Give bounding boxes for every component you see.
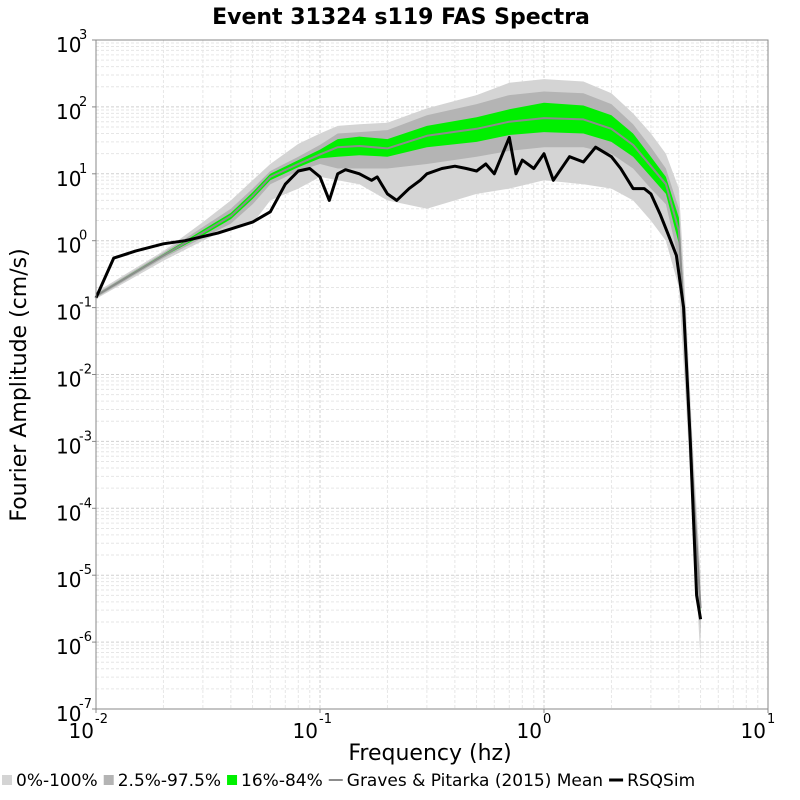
legend-label-16-84-: 16%-84% — [241, 771, 323, 791]
y-tick-label-exponent: -4 — [79, 496, 92, 511]
y-tick-label-base: 10 — [56, 167, 81, 191]
legend-swatch-16-84- — [227, 775, 238, 785]
y-tick-label-base: 10 — [56, 33, 81, 57]
x-tick-label-exponent: -2 — [95, 712, 108, 727]
legend-label-0-100-: 0%-100% — [16, 771, 98, 791]
grid — [96, 40, 768, 709]
y-tick-label-exponent: 1 — [79, 162, 87, 177]
x-tick-label-exponent: -1 — [319, 712, 332, 727]
series-lines — [94, 117, 703, 620]
chart-title: Event 31324 s119 FAS Spectra — [212, 5, 590, 30]
legend-label-graves-pitarka-2015-mean: Graves & Pitarka (2015) Mean — [347, 771, 603, 791]
x-tick-label-base: 10 — [69, 719, 94, 743]
y-tick-label-exponent: 3 — [79, 28, 87, 43]
y-tick-label-base: 10 — [56, 434, 81, 458]
y-tick-label-base: 10 — [56, 568, 81, 592]
y-tick-label-exponent: -6 — [79, 630, 92, 645]
legend: 0%-100% 2.5%-97.5% 16%-84% Graves & Pitarka… — [2, 771, 695, 791]
y-tick-label-exponent: -7 — [79, 697, 92, 712]
y-tick-label-base: 10 — [56, 100, 81, 124]
y-tick-label-exponent: -2 — [79, 363, 92, 378]
y-tick-label-base: 10 — [56, 635, 81, 659]
y-axis-label: Fourier Amplitude (cm/s) — [7, 248, 32, 521]
y-tick-label-base: 10 — [56, 234, 81, 258]
y-tick-label-exponent: 0 — [79, 229, 87, 244]
x-tick-label-base: 10 — [293, 719, 318, 743]
series-line-graves-pitarka-2015-mean — [95, 117, 702, 609]
y-tick-label-base: 10 — [56, 501, 81, 525]
y-tick-label-base: 10 — [56, 301, 81, 325]
y-tick-label-base: 10 — [56, 702, 81, 726]
x-axis-ticks: 10 -2 10 -1 10 0 10 1 — [69, 709, 775, 743]
legend-label-rsqsim: RSQSim — [627, 771, 695, 791]
x-tick-label-base: 10 — [517, 719, 542, 743]
x-tick-label-exponent: 0 — [543, 712, 551, 727]
legend-swatch-0-100- — [2, 775, 12, 785]
y-tick-label-exponent: -1 — [79, 296, 92, 311]
x-axis-label: Frequency (hz) — [348, 741, 511, 766]
x-tick-label-base: 10 — [741, 719, 766, 743]
series-line-rsqsim — [94, 135, 703, 620]
y-tick-label-base: 10 — [56, 368, 81, 392]
legend-label-2-5-97-5-: 2.5%-97.5% — [118, 771, 221, 791]
legend-swatch-2-5-97-5- — [103, 775, 114, 785]
y-tick-label-exponent: 2 — [79, 95, 87, 110]
y-tick-label-exponent: -3 — [79, 429, 92, 444]
x-tick-label-exponent: 1 — [767, 712, 775, 727]
y-tick-label-exponent: -5 — [79, 563, 92, 578]
